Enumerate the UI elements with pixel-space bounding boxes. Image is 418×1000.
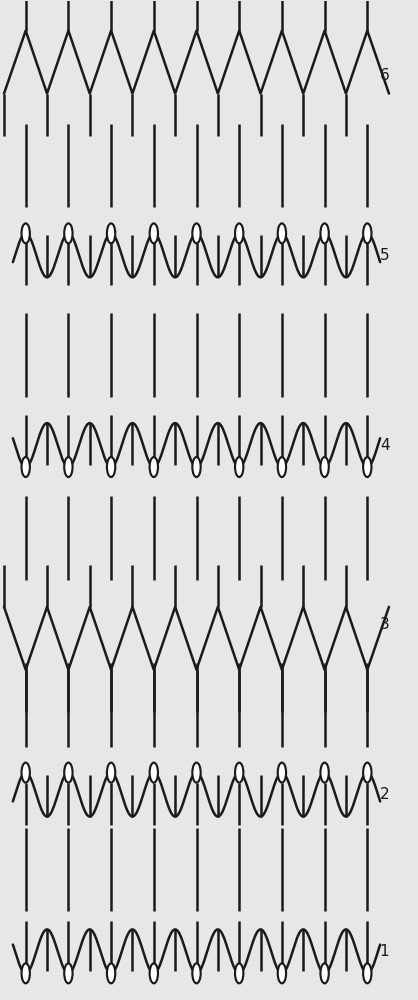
Circle shape bbox=[21, 763, 30, 783]
Circle shape bbox=[21, 963, 30, 983]
Circle shape bbox=[107, 763, 115, 783]
Circle shape bbox=[64, 223, 73, 243]
Circle shape bbox=[321, 223, 329, 243]
Circle shape bbox=[21, 223, 30, 243]
Circle shape bbox=[363, 457, 372, 477]
Text: 5: 5 bbox=[380, 248, 390, 263]
Circle shape bbox=[21, 457, 30, 477]
Circle shape bbox=[278, 763, 286, 783]
Circle shape bbox=[235, 457, 243, 477]
Circle shape bbox=[278, 457, 286, 477]
Circle shape bbox=[192, 457, 201, 477]
Circle shape bbox=[150, 457, 158, 477]
Circle shape bbox=[192, 763, 201, 783]
Circle shape bbox=[363, 763, 372, 783]
Text: 2: 2 bbox=[380, 787, 390, 802]
Circle shape bbox=[321, 763, 329, 783]
Circle shape bbox=[192, 223, 201, 243]
Circle shape bbox=[64, 457, 73, 477]
Circle shape bbox=[150, 963, 158, 983]
Circle shape bbox=[107, 457, 115, 477]
Circle shape bbox=[321, 457, 329, 477]
Circle shape bbox=[235, 963, 243, 983]
Text: 6: 6 bbox=[380, 68, 390, 83]
Circle shape bbox=[321, 963, 329, 983]
Circle shape bbox=[363, 223, 372, 243]
Text: 3: 3 bbox=[380, 617, 390, 632]
Text: 4: 4 bbox=[380, 438, 390, 453]
Circle shape bbox=[107, 223, 115, 243]
Circle shape bbox=[64, 963, 73, 983]
Circle shape bbox=[278, 963, 286, 983]
Circle shape bbox=[64, 763, 73, 783]
Circle shape bbox=[192, 963, 201, 983]
Circle shape bbox=[150, 223, 158, 243]
Circle shape bbox=[107, 963, 115, 983]
Circle shape bbox=[235, 763, 243, 783]
Circle shape bbox=[363, 963, 372, 983]
Circle shape bbox=[278, 223, 286, 243]
Text: 1: 1 bbox=[380, 944, 390, 959]
Circle shape bbox=[235, 223, 243, 243]
Circle shape bbox=[150, 763, 158, 783]
